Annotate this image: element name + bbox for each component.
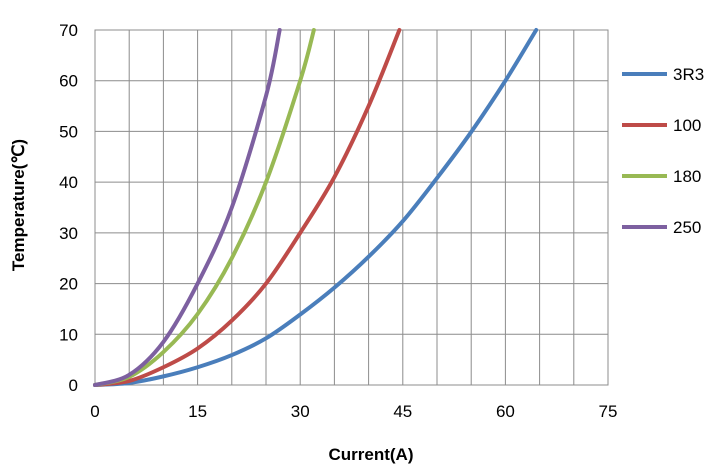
y-tick-label: 10 <box>59 325 78 344</box>
y-tick-label: 20 <box>59 275 78 294</box>
y-tick-label: 40 <box>59 173 78 192</box>
y-axis-ticks: 0 10 20 30 40 50 60 70 <box>59 21 78 395</box>
plot-area-border <box>94 29 609 386</box>
legend-label-3R3: 3R3 <box>673 65 704 84</box>
series-line-250 <box>93 28 282 387</box>
legend-label-100: 100 <box>673 116 701 135</box>
x-tick-label: 45 <box>393 402 412 421</box>
x-axis-ticks: 0 15 30 45 60 75 <box>90 402 617 421</box>
y-tick-label: 60 <box>59 72 78 91</box>
series-line-100 <box>93 28 402 387</box>
y-tick-label: 50 <box>59 122 78 141</box>
legend: 3R3 100 180 250 <box>622 65 704 237</box>
series-line-180 <box>93 28 316 387</box>
x-tick-label: 15 <box>188 402 207 421</box>
y-axis-title: Temperature(℃) <box>9 139 28 271</box>
x-tick-label: 60 <box>496 402 515 421</box>
x-tick-label: 0 <box>90 402 99 421</box>
y-tick-label: 70 <box>59 21 78 40</box>
y-tick-label: 0 <box>69 376 78 395</box>
legend-label-250: 250 <box>673 218 701 237</box>
series-lines <box>93 28 539 387</box>
legend-label-180: 180 <box>673 167 701 186</box>
y-tick-label: 30 <box>59 224 78 243</box>
series-line-3R3 <box>93 28 539 387</box>
x-tick-label: 30 <box>291 402 310 421</box>
x-tick-label: 75 <box>599 402 618 421</box>
x-axis-title: Current(A) <box>329 445 414 464</box>
